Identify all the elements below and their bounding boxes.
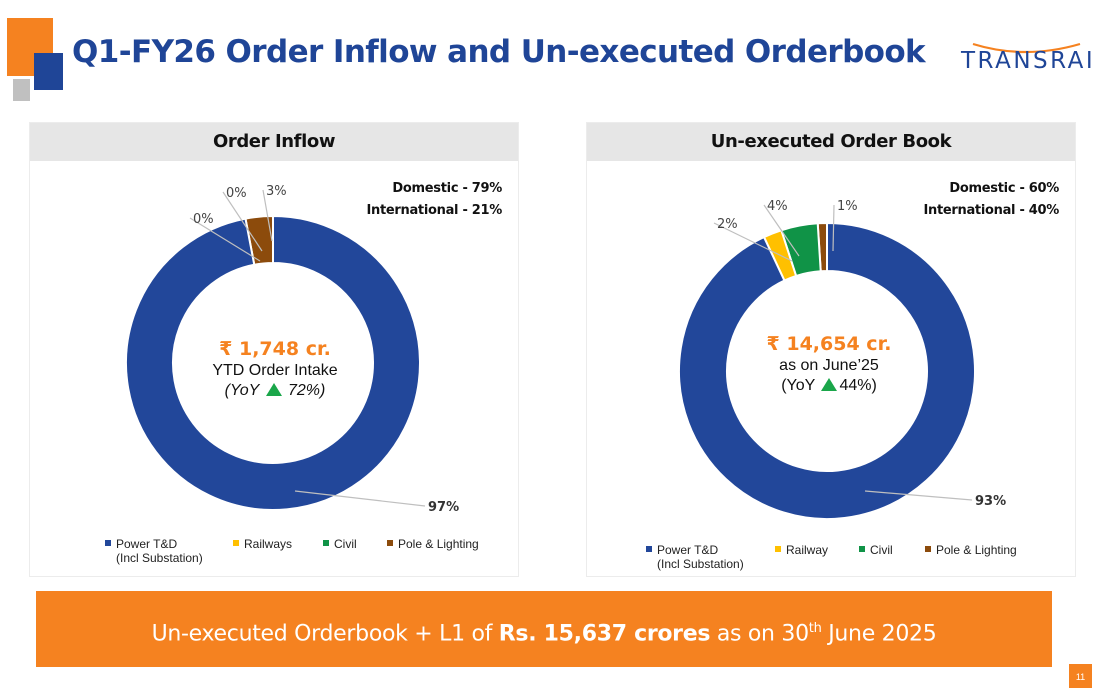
yoy-growth: (YoY 72%) <box>175 382 375 400</box>
data-label: 0% <box>226 186 247 201</box>
panel-title: Un-executed Order Book <box>587 123 1075 161</box>
domestic-label: Domestic - <box>949 181 1025 196</box>
data-label: 93% <box>975 494 1006 509</box>
legend-label: Power T&D <box>116 537 178 551</box>
international-value: 21% <box>471 203 503 218</box>
domestic-value: 79% <box>471 181 503 196</box>
international-label: International - <box>366 203 468 218</box>
page-number: 11 <box>1069 664 1092 688</box>
legend-item-railways: Railways <box>233 537 292 551</box>
banner-amount: Rs. 15,637 crores <box>498 621 711 647</box>
data-label: 3% <box>266 184 287 199</box>
leader-line <box>294 490 426 507</box>
legend-item-power-td: Power T&D (Incl Substation) <box>646 543 744 571</box>
leader-line <box>713 222 793 262</box>
yoy-prefix: (YoY <box>781 377 815 394</box>
orderbook-banner: Un-executed Orderbook + L1 of Rs. 15,637… <box>36 591 1052 667</box>
legend-sublabel: (Incl Substation) <box>116 551 203 565</box>
data-label: 97% <box>428 500 459 515</box>
legend-item-civil: Civil <box>323 537 357 551</box>
logo-arc-icon <box>972 42 1081 54</box>
up-arrow-icon <box>265 383 282 396</box>
yoy-value: 44%) <box>839 377 877 394</box>
order-book-center: ₹ 14,654 cr. as on June’25 (YoY 44%) <box>729 333 929 395</box>
domestic-value: 60% <box>1028 181 1060 196</box>
unexecuted-order-book-panel: Un-executed Order Book Domestic - 60% In… <box>586 122 1076 577</box>
banner-superscript: th <box>808 621 822 636</box>
leader-line <box>222 191 263 252</box>
domestic-label: Domestic - <box>392 181 468 196</box>
legend-item-power-td: Power T&D (Incl Substation) <box>105 537 203 565</box>
center-caption: YTD Order Intake <box>212 362 338 379</box>
banner-middle: as on 30 <box>710 621 809 647</box>
data-label: 4% <box>767 199 788 214</box>
legend-swatch <box>859 546 865 552</box>
legend-label: Pole & Lighting <box>398 537 479 551</box>
page-title: Q1-FY26 Order Inflow and Un-executed Ord… <box>72 34 926 70</box>
data-label: 2% <box>717 217 738 232</box>
leader-line <box>189 217 261 262</box>
legend-label: Civil <box>870 543 893 557</box>
legend-label: Power T&D <box>657 543 719 557</box>
donut-slice-power-t-d-incl-substation- <box>678 221 976 520</box>
center-amount: ₹ 14,654 cr. <box>766 333 892 355</box>
panel-title: Order Inflow <box>30 123 518 161</box>
legend-swatch <box>646 546 652 552</box>
domestic-international-split: Domestic - 60% International - 40% <box>923 178 1059 222</box>
transrail-logo: TRANSRAIL <box>955 24 1096 76</box>
up-arrow-icon <box>821 378 838 391</box>
domestic-international-split: Domestic - 79% International - 21% <box>366 178 502 222</box>
legend-swatch <box>775 546 781 552</box>
leader-line <box>832 204 835 252</box>
legend-item-railway: Railway <box>775 543 828 557</box>
order-inflow-donut: 97% 0% 0% 3% <box>125 184 459 515</box>
legend-item-civil: Civil <box>859 543 893 557</box>
leader-line <box>864 490 973 501</box>
legend-sublabel: (Incl Substation) <box>657 557 744 571</box>
center-amount: ₹ 1,748 cr. <box>219 338 331 360</box>
yoy-value: 72%) <box>287 382 326 399</box>
leader-line <box>262 189 273 242</box>
legend-swatch <box>387 540 393 546</box>
legend-item-pole-lighting: Pole & Lighting <box>925 543 1017 557</box>
banner-suffix: June 2025 <box>821 621 937 647</box>
order-inflow-panel: Order Inflow Domestic - 79% Internationa… <box>29 122 519 577</box>
legend-label: Railways <box>244 537 293 551</box>
leader-line <box>763 204 800 257</box>
logo-text: TRANSRAIL <box>961 48 1096 74</box>
data-label: 0% <box>193 212 214 227</box>
international-label: International - <box>923 203 1025 218</box>
decor-blue-square <box>34 53 63 90</box>
legend-label: Civil <box>334 537 357 551</box>
yoy-prefix: (YoY <box>224 382 260 399</box>
data-label: 1% <box>837 199 858 214</box>
donut-slice-power-t-d-incl-substation- <box>125 214 421 511</box>
legend-swatch <box>105 540 111 546</box>
legend-swatch <box>323 540 329 546</box>
decor-gray-square <box>13 79 30 101</box>
banner-prefix: Un-executed Orderbook + L1 of <box>151 621 499 647</box>
order-book-donut: 93% 2% 4% 1% <box>678 199 1006 520</box>
international-value: 40% <box>1028 203 1060 218</box>
legend-swatch <box>233 540 239 546</box>
legend-label: Railway <box>786 543 829 557</box>
legend-item-pole-lighting: Pole & Lighting <box>387 537 479 551</box>
legend-label: Pole & Lighting <box>936 543 1017 557</box>
yoy-growth: (YoY 44%) <box>729 377 929 395</box>
center-caption: as on June’25 <box>779 357 879 374</box>
order-inflow-center: ₹ 1,748 cr. YTD Order Intake (YoY 72%) <box>175 338 375 400</box>
donut-slice-civil <box>780 222 822 278</box>
legend-swatch <box>925 546 931 552</box>
